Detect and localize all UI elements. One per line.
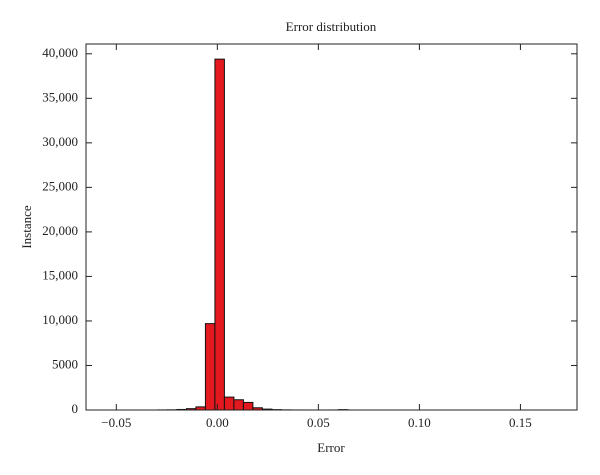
bar [223, 396, 235, 411]
x-tick-label: −0.05 [101, 415, 131, 430]
x-tick-label: 0.10 [408, 415, 431, 430]
y-tick-label: 10,000 [42, 312, 78, 327]
x-tick-label: 0.00 [206, 415, 229, 430]
y-tick-label: 0 [72, 401, 79, 416]
y-tick-label: 5000 [52, 356, 78, 371]
x-tick-label: 0.05 [307, 415, 330, 430]
x-axis-label: Error [317, 440, 345, 455]
y-tick-label: 20,000 [42, 223, 78, 238]
y-tick-label: 35,000 [42, 89, 78, 104]
chart-title: Error distribution [286, 19, 377, 34]
y-tick-label: 30,000 [42, 134, 78, 149]
x-tick-label: 0.15 [509, 415, 532, 430]
y-tick-label: 25,000 [42, 178, 78, 193]
bar [204, 323, 216, 411]
bar [233, 399, 244, 411]
y-tick-label: 40,000 [42, 45, 78, 60]
plot-frame [85, 43, 578, 411]
y-tick-label: 15,000 [42, 267, 78, 282]
y-axis-label: Instance [19, 205, 34, 249]
bar [214, 58, 225, 411]
bar [242, 401, 254, 411]
